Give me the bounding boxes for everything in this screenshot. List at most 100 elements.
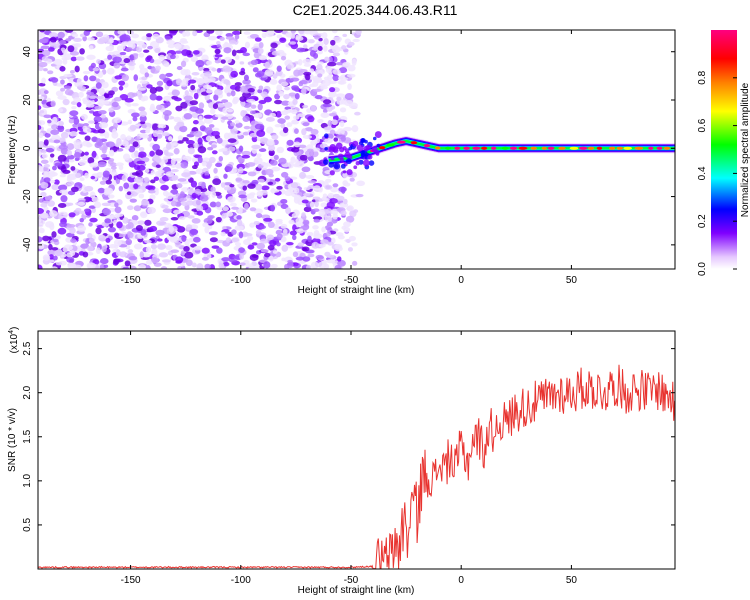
spectrogram-cell <box>268 149 275 156</box>
spectrogram-cell <box>234 34 240 40</box>
spectrogram-cell <box>119 251 128 258</box>
signal-peak <box>509 146 518 150</box>
spectrogram-cell <box>88 120 96 124</box>
spectrogram-cell <box>218 156 224 162</box>
spectrogram-cell <box>100 153 108 159</box>
spectrogram-cell <box>63 73 73 78</box>
spectrogram-cell <box>362 159 370 167</box>
spectrogram-cell <box>252 67 259 73</box>
spectrogram-cell <box>190 84 196 91</box>
spectrogram-cell <box>228 40 237 45</box>
spectrogram-cell <box>43 114 52 119</box>
spectrogram-cell <box>295 256 305 261</box>
spectrogram-cell <box>283 94 290 100</box>
spectrogram-cell <box>321 196 327 201</box>
spectrogram-cell <box>50 129 60 135</box>
spectrogram-cell <box>42 254 51 261</box>
spectrogram-cell <box>244 203 249 211</box>
spectrogram-cell <box>114 75 123 80</box>
spectrogram-cell <box>184 251 194 259</box>
spectrogram-cell <box>127 249 134 254</box>
spectrogram-cell <box>221 116 229 120</box>
spectrogram-cell <box>320 112 330 118</box>
spectrogram-cell <box>301 199 309 204</box>
spectrogram-cell <box>197 121 205 126</box>
spectrogram-cell <box>229 84 238 90</box>
spectrogram-cell <box>216 44 222 48</box>
spectrogram-cell <box>201 256 209 261</box>
spectrogram-cell <box>63 85 72 90</box>
spectrogram-cell <box>325 65 332 74</box>
spectrogram-cell <box>77 201 86 206</box>
spectrogram-cell <box>306 148 314 153</box>
spectrogram-cell <box>44 195 53 201</box>
spectrogram-y-ticks: -40 -20 0 20 40 <box>22 46 675 252</box>
spectrogram-cell <box>324 147 328 151</box>
spectrogram-cell <box>281 100 290 106</box>
spectrogram-cell <box>278 157 287 165</box>
spectrogram-cell <box>67 45 75 53</box>
spectrogram-cell <box>116 221 123 229</box>
spectrogram-cell <box>260 91 268 98</box>
spectrogram-cell <box>121 174 127 182</box>
spectrogram-x-tick-label: 50 <box>566 275 578 286</box>
spectrogram-cell <box>228 258 238 263</box>
spectrogram-cell <box>96 138 103 146</box>
signal-peak <box>490 146 497 150</box>
spectrogram-cell <box>348 146 353 151</box>
spectrogram-cell <box>201 181 206 189</box>
spectrogram-cell <box>295 222 304 227</box>
spectrogram-cell <box>353 209 359 214</box>
spectrogram-cell <box>145 56 151 63</box>
spectrogram-cell <box>134 164 141 171</box>
spectrogram-cell <box>272 250 278 254</box>
spectrogram-cell <box>191 72 200 76</box>
spectrogram-cell <box>123 57 131 64</box>
spectrogram-cell <box>110 166 117 170</box>
spectrogram-cell <box>218 148 225 153</box>
spectrogram-cell <box>82 251 89 258</box>
spectrogram-cell <box>176 121 185 127</box>
spectrogram-cell <box>107 54 113 60</box>
spectrogram-cell <box>234 54 240 60</box>
spectrogram-cell <box>177 140 184 144</box>
spectrogram-cell <box>39 109 45 114</box>
spectrogram-cell <box>343 126 353 132</box>
spectrogram-cell <box>40 45 50 50</box>
spectrogram-cell <box>280 81 289 87</box>
spectrogram-cell <box>205 135 212 142</box>
spectrogram-cell <box>164 35 171 40</box>
spectrogram-cell <box>62 247 68 253</box>
spectrogram-cell <box>205 89 213 94</box>
spectrogram-cell <box>307 180 317 184</box>
spectrogram-cell <box>144 72 150 78</box>
spectrogram-cell <box>312 80 319 87</box>
spectrogram-cell <box>207 35 217 41</box>
spectrogram-cell <box>94 105 102 110</box>
spectrogram-cell <box>38 207 45 215</box>
spectrogram-cell <box>253 157 263 164</box>
spectrogram-cell <box>40 202 48 208</box>
spectrogram-cell <box>53 179 60 185</box>
spectrogram-cell <box>69 131 78 137</box>
spectrogram-cell <box>58 184 68 191</box>
spectrogram-cell <box>201 247 210 254</box>
spectrogram-cell <box>293 115 300 120</box>
spectrogram-heatmap <box>38 30 675 269</box>
spectrogram-cell <box>374 131 382 138</box>
spectrogram-cell <box>169 235 178 243</box>
spectrogram-cell <box>323 37 329 46</box>
spectrogram-cell <box>132 53 139 57</box>
spectrogram-cell <box>173 209 182 215</box>
spectrogram-cell <box>345 139 351 144</box>
spectrogram-cell <box>164 152 174 157</box>
spectrogram-cell <box>239 47 247 54</box>
spectrogram-cell <box>203 67 210 72</box>
spectrogram-cell <box>165 244 173 251</box>
spectrogram-cell <box>149 93 157 101</box>
spectrogram-cell <box>128 145 136 153</box>
spectrogram-cell <box>257 103 263 111</box>
spectrogram-cell <box>290 156 296 164</box>
spectrogram-cell <box>153 176 160 182</box>
spectrogram-cell <box>163 222 172 228</box>
